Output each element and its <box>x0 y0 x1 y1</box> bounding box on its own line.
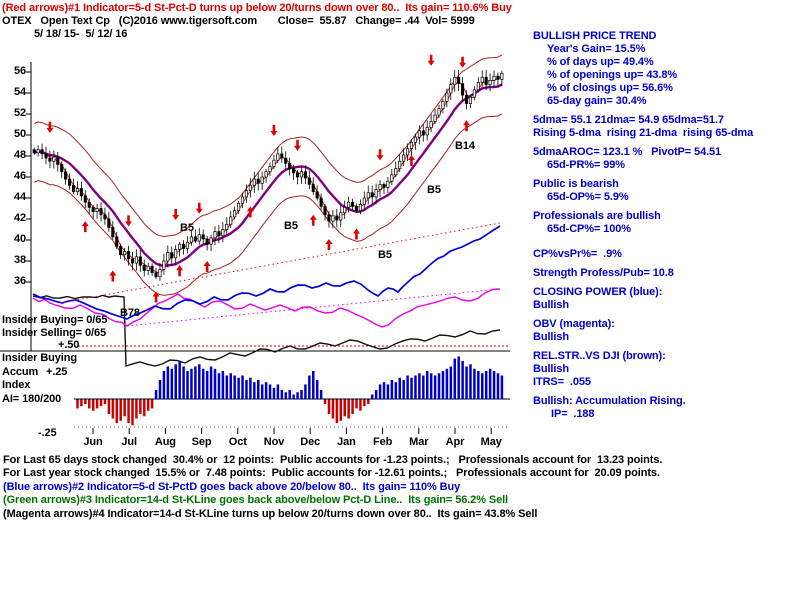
right-panel-line: CLOSING POWER (blue): <box>533 286 663 298</box>
red-arrows-signal-line: (Red arrows)#1 Indicator=5-d St-Pct-D tu… <box>2 2 512 14</box>
month-label: Jan <box>337 436 356 448</box>
month-label: Aug <box>154 436 176 448</box>
right-panel-line: ITRS= .055 <box>533 376 591 388</box>
month-label: Oct <box>228 436 247 448</box>
chart-annotation: B5 <box>427 184 441 196</box>
right-panel-line: % of days up= 49.4% <box>547 56 654 68</box>
accumulation-histogram <box>76 356 504 426</box>
footer-line-4: (Green arrows)#3 Indicator=14-d St-KLine… <box>3 494 509 507</box>
indicator-lines <box>32 222 501 367</box>
right-panel-line: 65d-OP%= 5.9% <box>547 191 629 203</box>
month-label: Nov <box>263 436 285 448</box>
right-panel-line: Bullish <box>533 363 569 375</box>
right-panel-line: % of closings up= 56.6% <box>547 82 673 94</box>
right-panel-line: Bullish <box>533 331 569 343</box>
candlesticks <box>32 69 504 281</box>
y-axis-label: 36 <box>13 275 26 287</box>
right-panel-line: Professionals are bullish <box>533 210 661 222</box>
y-axis-label: 42 <box>13 212 26 224</box>
accum-label: Accum <box>2 366 39 378</box>
month-label: Jul <box>121 436 137 448</box>
y-axis-label: 38 <box>13 254 26 266</box>
footer-line-2: For Last year stock changed 15.5% or 7.4… <box>3 467 660 480</box>
month-label: Mar <box>409 436 429 448</box>
footer-line-1: For Last 65 days stock changed 30.4% or … <box>3 454 663 466</box>
chart-annotation: B5 <box>284 220 298 232</box>
insider-buying-label: Insider Buying <box>2 352 77 364</box>
month-label: Apr <box>445 436 465 448</box>
right-panel-line: 65d-CP%= 100% <box>547 223 631 235</box>
month-label: May <box>480 436 502 448</box>
footer-line-3: (Blue arrows)#2 Indicator=5-d St-PctD go… <box>3 480 461 493</box>
y-axis-label: 54 <box>13 86 26 98</box>
right-panel-line: 5dma= 55.1 21dma= 54.9 65dma=51.7 <box>533 114 724 126</box>
right-panel-line: % of openings up= 43.8% <box>547 69 678 81</box>
chart-annotation: B14 <box>455 140 475 152</box>
right-panel-line: 65d-PR%= 99% <box>547 159 625 171</box>
right-panel-line: Public is bearish <box>533 178 619 190</box>
right-panel-line: Bullish <box>533 299 569 311</box>
y-axis-label: 44 <box>13 191 26 203</box>
ai-ratio-label: AI= 180/200 <box>2 393 62 405</box>
insider-selling-count: Insider Selling= 0/65 <box>2 327 106 339</box>
right-panel-line: 5dmaAROC= 123.1 % PivotP= 54.51 <box>533 146 722 158</box>
right-panel-line: REL.STR..VS DJI (brown): <box>533 350 666 362</box>
y-axis-label: 46 <box>13 170 26 182</box>
index-label: Index <box>2 379 31 391</box>
accum-plus25-label: +.25 <box>46 366 68 378</box>
y-axis-label: 56 <box>13 65 26 77</box>
y-axis-label: 52 <box>13 107 26 119</box>
price-bands <box>33 54 503 296</box>
right-panel-line: Bullish: Accumulation Rising. <box>533 395 686 407</box>
chart-annotation: B5 <box>378 249 392 261</box>
right-panel-line: Strength Profess/Pub= 10.8 <box>533 267 674 279</box>
reference-lines <box>0 62 510 434</box>
accum-plus50-label: +.50 <box>58 339 80 351</box>
right-panel-line: CP%vsPr%= .9% <box>533 248 622 260</box>
y-axis-label: 48 <box>13 149 26 161</box>
right-panel-line: Rising 5-dma rising 21-dma rising 65-dma <box>533 127 754 139</box>
month-label: Dec <box>300 436 321 448</box>
accum-minus25-label: -.25 <box>38 427 57 439</box>
right-panel-line: OBV (magenta): <box>533 318 615 330</box>
date-range: 5/ 18/ 15- 5/ 12/ 16 <box>34 28 128 40</box>
footer-line-5: (Magenta arrows)#4 Indicator=14-d St-KLi… <box>3 507 538 520</box>
y-axis-label: 50 <box>13 128 26 140</box>
chart-annotation: B5 <box>180 222 194 234</box>
y-axis-label: 40 <box>13 233 26 245</box>
ticker-header: OTEX Open Text Cp (C)2016 www.tigersoft.… <box>2 15 475 27</box>
signal-arrows <box>46 54 470 303</box>
right-panel-line: IP= .188 <box>551 408 595 420</box>
right-panel-line: 65-day gain= 30.4% <box>547 95 647 107</box>
month-label: Feb <box>372 436 393 448</box>
indicator-panel: BULLISH PRICE TREND Year's Gain= 15.5%% o… <box>533 30 753 421</box>
month-label: Sep <box>191 436 212 448</box>
right-panel-line: Year's Gain= 15.5% <box>547 43 646 55</box>
insider-buying-count: Insider Buying= 0/65 <box>2 314 108 326</box>
right-panel-line: BULLISH PRICE TREND <box>533 30 657 42</box>
chart-annotation: B78 <box>120 307 140 319</box>
month-label: Jun <box>83 436 103 448</box>
